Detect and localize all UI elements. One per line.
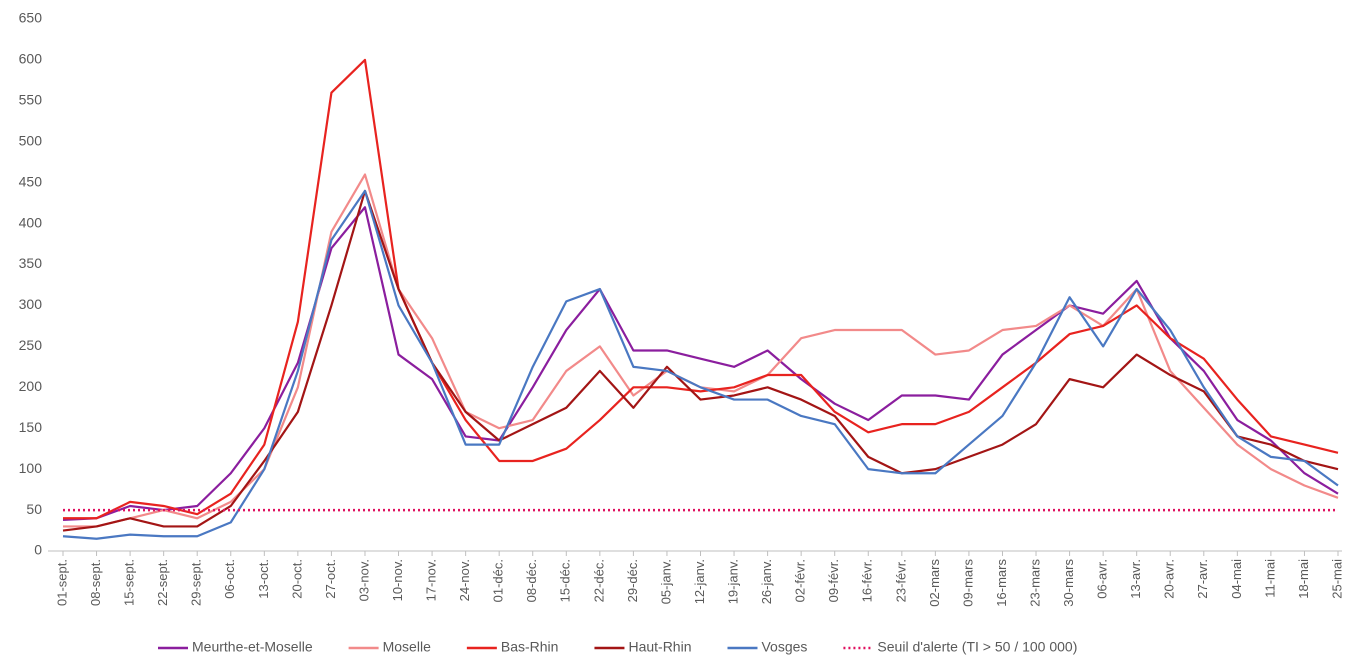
- legend-label: Meurthe-et-Moselle: [192, 639, 313, 655]
- y-tick-label: 450: [19, 173, 43, 189]
- legend-item: Haut-Rhin: [594, 639, 691, 655]
- y-tick-label: 550: [19, 92, 43, 108]
- x-tick-label: 05-janv.: [658, 559, 673, 604]
- x-tick-label: 06-oct.: [222, 559, 237, 599]
- y-tick-label: 150: [19, 419, 43, 435]
- x-tick-label: 03-nov.: [356, 559, 371, 601]
- x-tick-label: 29-sept.: [189, 559, 204, 606]
- x-tick-label: 22-sept.: [155, 559, 170, 606]
- x-tick-label: 15-déc.: [558, 559, 573, 602]
- x-tick-label: 20-avr.: [1162, 559, 1177, 599]
- y-tick-label: 0: [34, 542, 42, 558]
- x-tick-label: 11-mai: [1262, 559, 1277, 598]
- legend-label: Moselle: [383, 639, 431, 655]
- legend-item: Meurthe-et-Moselle: [158, 639, 313, 655]
- y-tick-label: 300: [19, 296, 43, 312]
- x-tick-label: 08-déc.: [524, 559, 539, 602]
- x-tick-label: 30-mars: [1061, 559, 1076, 607]
- legend-label: Vosges: [761, 639, 807, 655]
- x-tick-label: 02-mars: [927, 559, 942, 607]
- x-tick-label: 22-déc.: [591, 559, 606, 602]
- x-tick-label: 04-mai: [1229, 559, 1244, 599]
- legend-label: Seuil d'alerte (TI > 50 / 100 000): [877, 639, 1077, 655]
- x-tick-label: 27-oct.: [323, 559, 338, 599]
- legend-item: Seuil d'alerte (TI > 50 / 100 000): [843, 639, 1077, 655]
- x-tick-label: 13-avr.: [1128, 559, 1143, 599]
- x-tick-label: 17-nov.: [424, 559, 439, 601]
- y-tick-label: 600: [19, 51, 43, 67]
- x-tick-label: 19-janv.: [725, 559, 740, 604]
- x-tick-label: 23-févr.: [893, 559, 908, 602]
- legend-label: Haut-Rhin: [628, 639, 691, 655]
- x-tick-label: 13-oct.: [256, 559, 271, 599]
- legend-label: Bas-Rhin: [501, 639, 559, 655]
- x-tick-label: 15-sept.: [122, 559, 137, 606]
- x-tick-label: 16-févr.: [860, 559, 875, 602]
- legend-item: Vosges: [727, 639, 807, 655]
- x-tick-label: 29-déc.: [625, 559, 640, 602]
- series-line: [63, 58, 1339, 520]
- y-tick-label: 400: [19, 214, 43, 230]
- y-tick-label: 500: [19, 132, 43, 148]
- y-tick-label: 200: [19, 378, 43, 394]
- x-tick-label: 12-janv.: [692, 559, 707, 604]
- series-line: [62, 189, 1339, 540]
- y-tick-label: 650: [19, 10, 43, 26]
- legend-item: Bas-Rhin: [466, 639, 559, 655]
- x-tick-label: 01-déc.: [491, 559, 506, 602]
- y-tick-label: 100: [19, 460, 43, 476]
- x-tick-label: 26-janv.: [759, 559, 774, 604]
- x-tick-label: 08-sept.: [88, 559, 103, 606]
- x-tick-label: 16-mars: [994, 559, 1009, 607]
- x-tick-label: 01-sept.: [54, 559, 69, 606]
- y-tick-label: 50: [26, 501, 42, 517]
- x-tick-label: 09-mars: [960, 559, 975, 607]
- x-tick-label: 20-oct.: [289, 559, 304, 599]
- x-tick-label: 25-mai: [1329, 559, 1344, 599]
- y-tick-label: 350: [19, 255, 43, 271]
- x-tick-label: 24-nov.: [457, 559, 472, 601]
- y-tick-label: 250: [19, 337, 43, 353]
- legend-item: Moselle: [348, 639, 431, 655]
- x-tick-label: 18-mai: [1296, 559, 1311, 599]
- x-tick-label: 02-févr.: [793, 559, 808, 602]
- x-tick-label: 23-mars: [1027, 559, 1042, 607]
- x-tick-label: 09-févr.: [826, 559, 841, 602]
- x-tick-label: 27-avr.: [1195, 559, 1210, 599]
- x-tick-label: 10-nov.: [390, 559, 405, 601]
- x-tick-label: 06-avr.: [1095, 559, 1110, 599]
- series-line: [62, 189, 1339, 532]
